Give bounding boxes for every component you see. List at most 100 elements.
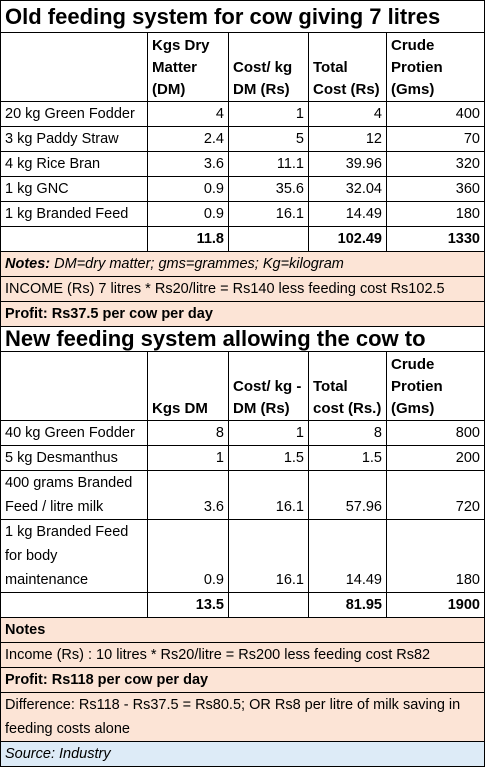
old-totals-row: 11.8 102.49 1330 [0, 226, 485, 252]
table-row: 1 kg Branded Feed 0.9 16.1 14.49 180 [0, 201, 485, 227]
total-cost: 14.49 [308, 519, 387, 593]
feed-item: 40 kg Green Fodder [0, 420, 148, 446]
dry-matter: 3.6 [147, 151, 229, 177]
old-title-row: Old feeding system for cow giving 7 litr… [0, 0, 485, 33]
feed-item: 3 kg Paddy Straw [0, 126, 148, 152]
dry-matter: 0.9 [147, 201, 229, 227]
dry-matter: 1 [147, 445, 229, 471]
new-header-row: Kgs DM Cost/ kg - DM (Rs) Total cost (Rs… [0, 351, 485, 421]
total-cost-sum: 81.95 [308, 592, 387, 618]
feed-item: 1 kg Branded Feed for body maintenance [0, 519, 148, 593]
total-cost: 39.96 [308, 151, 387, 177]
dry-matter: 0.9 [147, 519, 229, 593]
table-row: 40 kg Green Fodder 8 1 8 800 [0, 420, 485, 446]
header-cell [0, 32, 148, 102]
header-cell: Total cost (Rs.) [308, 351, 387, 421]
cost-per-kg: 11.1 [228, 151, 309, 177]
new-system-title: New feeding system allowing the cow to [0, 326, 485, 352]
old-notes-row: Notes: DM=dry matter; gms=grammes; Kg=ki… [0, 251, 485, 277]
cost-per-kg: 35.6 [228, 176, 309, 202]
source-row: Source: Industry [0, 741, 485, 767]
cost-per-kg: 1 [228, 420, 309, 446]
new-profit-row: Profit: Rs118 per cow per day [0, 667, 485, 693]
cost-per-kg: 5 [228, 126, 309, 152]
old-system-title: Old feeding system for cow giving 7 litr… [0, 0, 485, 33]
feed-item: 5 kg Desmanthus [0, 445, 148, 471]
dry-matter: 8 [147, 420, 229, 446]
total-crude-protein: 1900 [386, 592, 485, 618]
feed-item: 400 grams Branded Feed / litre milk [0, 470, 148, 520]
profit-label: Profit: [5, 672, 48, 688]
header-cell: Kgs Dry Matter (DM) [147, 32, 229, 102]
table-row: 5 kg Desmanthus 1 1.5 1.5 200 [0, 445, 485, 471]
cost-per-kg: 16.1 [228, 519, 309, 593]
crude-protein: 800 [386, 420, 485, 446]
crude-protein: 360 [386, 176, 485, 202]
new-income-row: Income (Rs) : 10 litres * Rs20/litre = R… [0, 642, 485, 668]
total-cost-per-kg [228, 592, 309, 618]
old-header-row: Kgs Dry Matter (DM) Cost/ kg DM (Rs) Tot… [0, 32, 485, 102]
header-cell: Cost/ kg DM (Rs) [228, 32, 309, 102]
total-cost: 8 [308, 420, 387, 446]
feed-item: 1 kg GNC [0, 176, 148, 202]
header-cell: Cost/ kg - DM (Rs) [228, 351, 309, 421]
totals-label [0, 592, 148, 618]
old-notes: Notes: DM=dry matter; gms=grammes; Kg=ki… [0, 251, 485, 277]
table-row: 1 kg GNC 0.9 35.6 32.04 360 [0, 176, 485, 202]
crude-protein: 180 [386, 201, 485, 227]
new-title-row: New feeding system allowing the cow to [0, 326, 485, 352]
dry-matter: 2.4 [147, 126, 229, 152]
old-profit-row: Profit: Rs37.5 per cow per day [0, 301, 485, 327]
dry-matter: 0.9 [147, 176, 229, 202]
source-note: Source: Industry [0, 741, 485, 767]
table-row: 1 kg Branded Feed for body maintenance 0… [0, 519, 485, 593]
total-cost-per-kg [228, 226, 309, 252]
table-row: 20 kg Green Fodder 4 1 4 400 [0, 101, 485, 127]
cost-per-kg: 16.1 [228, 201, 309, 227]
notes-label: Notes: [5, 256, 51, 272]
dry-matter: 4 [147, 101, 229, 127]
feed-item: 20 kg Green Fodder [0, 101, 148, 127]
table-row: 400 grams Branded Feed / litre milk 3.6 … [0, 470, 485, 520]
table-row: 4 kg Rice Bran 3.6 11.1 39.96 320 [0, 151, 485, 177]
total-cost: 1.5 [308, 445, 387, 471]
total-cost: 57.96 [308, 470, 387, 520]
header-cell [0, 351, 148, 421]
new-income: Income (Rs) : 10 litres * Rs20/litre = R… [0, 642, 485, 668]
new-totals-row: 13.5 81.95 1900 [0, 592, 485, 618]
cost-per-kg: 1.5 [228, 445, 309, 471]
header-cell: Kgs DM [147, 351, 229, 421]
dry-matter: 3.6 [147, 470, 229, 520]
new-notes: Notes [0, 617, 485, 643]
crude-protein: 180 [386, 519, 485, 593]
new-notes-row: Notes [0, 617, 485, 643]
header-cell: Crude Protien (Gms) [386, 351, 485, 421]
totals-label [0, 226, 148, 252]
total-cost: 12 [308, 126, 387, 152]
cost-per-kg: 1 [228, 101, 309, 127]
crude-protein: 70 [386, 126, 485, 152]
header-cell: Total Cost (Rs) [308, 32, 387, 102]
profit-text: Rs118 per cow per day [47, 672, 209, 688]
feed-item: 4 kg Rice Bran [0, 151, 148, 177]
notes-text: DM=dry matter; gms=grammes; Kg=kilogram [50, 256, 344, 272]
crude-protein: 320 [386, 151, 485, 177]
table-row: 3 kg Paddy Straw 2.4 5 12 70 [0, 126, 485, 152]
old-income-row: INCOME (Rs) 7 litres * Rs20/litre = Rs14… [0, 276, 485, 302]
profit-label: Profit: [5, 306, 48, 322]
difference-note: Difference: Rs118 - Rs37.5 = Rs80.5; OR … [0, 692, 485, 742]
profit-text: Rs37.5 per cow per day [47, 306, 213, 322]
cost-per-kg: 16.1 [228, 470, 309, 520]
old-income: INCOME (Rs) 7 litres * Rs20/litre = Rs14… [0, 276, 485, 302]
total-dry-matter: 13.5 [147, 592, 229, 618]
old-profit: Profit: Rs37.5 per cow per day [0, 301, 485, 327]
total-cost: 4 [308, 101, 387, 127]
new-profit: Profit: Rs118 per cow per day [0, 667, 485, 693]
crude-protein: 200 [386, 445, 485, 471]
total-cost-sum: 102.49 [308, 226, 387, 252]
total-crude-protein: 1330 [386, 226, 485, 252]
total-dry-matter: 11.8 [147, 226, 229, 252]
total-cost: 32.04 [308, 176, 387, 202]
total-cost: 14.49 [308, 201, 387, 227]
